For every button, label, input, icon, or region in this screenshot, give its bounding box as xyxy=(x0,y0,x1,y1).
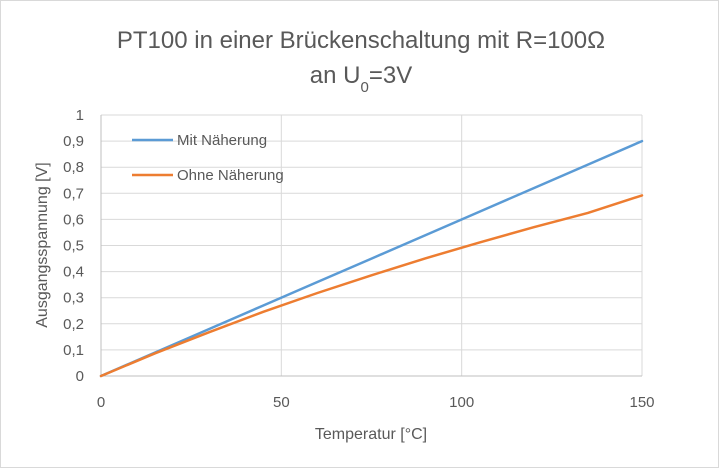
chart-title-line1: PT100 in einer Brückenschaltung mit R=10… xyxy=(117,27,605,54)
x-tick-label: 100 xyxy=(449,394,474,411)
series-lines xyxy=(99,139,644,378)
chart-title-line2-suffix: =3V xyxy=(369,62,412,89)
y-tick-label: 0,2 xyxy=(63,316,84,333)
x-axis-title: Temperatur [°C] xyxy=(315,426,427,443)
legend: Mit Näherung Ohne Näherung xyxy=(132,132,284,184)
chart-title-line2-prefix: an U xyxy=(310,62,361,89)
y-tick-label: 0,1 xyxy=(63,342,84,359)
y-tick-label: 0,8 xyxy=(63,159,84,176)
y-tick-label: 0,6 xyxy=(63,211,84,228)
y-tick-label: 1 xyxy=(76,107,84,124)
y-tick-label: 0,9 xyxy=(63,133,84,150)
y-tick-label: 0,5 xyxy=(63,238,84,255)
series-line-1 xyxy=(99,139,644,378)
chart-title-line2: an U0=3V xyxy=(310,62,412,96)
chart-title-line2-sub: 0 xyxy=(360,79,368,96)
series-line-2 xyxy=(99,194,644,378)
y-tick-label: 0 xyxy=(76,368,84,385)
legend-label-2: Ohne Näherung xyxy=(177,167,284,184)
y-tick-label: 0,7 xyxy=(63,185,84,202)
grid xyxy=(100,114,643,377)
y-tick-label: 0,3 xyxy=(63,290,84,307)
x-tick-label: 0 xyxy=(97,394,105,411)
legend-label-1: Mit Näherung xyxy=(177,132,267,149)
y-axis-title: Ausgangsspannung [V] xyxy=(34,162,51,327)
x-tick-label: 50 xyxy=(273,394,290,411)
x-tick-label: 150 xyxy=(629,394,654,411)
y-tick-label: 0,4 xyxy=(63,264,84,281)
tick-labels: 0 0,1 0,2 0,3 0,4 0,5 0,6 0,7 0,8 0,9 1 0 50 100 150 xyxy=(63,107,654,411)
